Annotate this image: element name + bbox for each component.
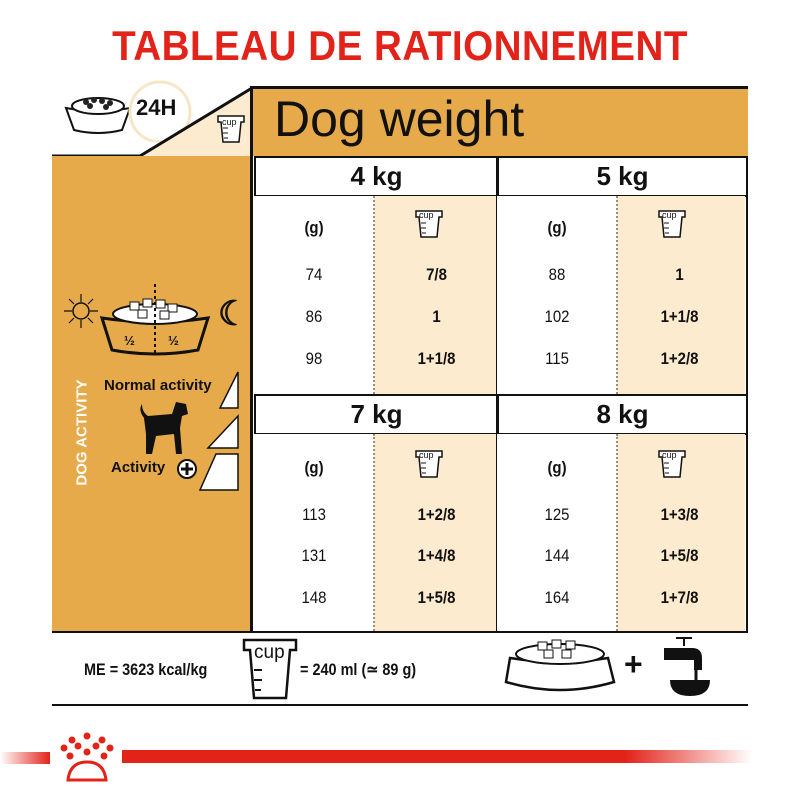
grams-value: 148 bbox=[301, 588, 327, 607]
cups-value: 7/8 bbox=[426, 265, 447, 284]
weight-label: 5 kg bbox=[596, 161, 649, 191]
brand-bar-left bbox=[0, 752, 50, 764]
weight-label: 4 kg bbox=[350, 161, 403, 191]
cups-value: 1+1/8 bbox=[660, 307, 699, 326]
normal-activity-label: Normal activity bbox=[104, 377, 212, 394]
food-bowl-icon bbox=[504, 639, 616, 692]
sidebar bbox=[52, 156, 252, 632]
clock-icon bbox=[128, 80, 192, 142]
cup-icon bbox=[414, 448, 444, 485]
grams-value: 164 bbox=[544, 588, 570, 607]
split-bowl-icon bbox=[99, 284, 211, 356]
activity-label: Activity bbox=[111, 459, 166, 476]
grams-value: 88 bbox=[548, 265, 566, 284]
cup-measure-icon bbox=[242, 638, 298, 700]
grams-value: 102 bbox=[544, 307, 570, 326]
grams-header: (g) bbox=[547, 218, 567, 237]
period-label: 24H bbox=[136, 95, 177, 120]
plus-sign: + bbox=[624, 646, 643, 682]
cups-value: 1+4/8 bbox=[417, 546, 456, 565]
cup-equivalence: = 240 ml (≃ 89 g) bbox=[300, 660, 417, 679]
grams-value: 86 bbox=[305, 307, 323, 326]
cups-value: 1 bbox=[432, 307, 441, 326]
dog-weight-header bbox=[252, 86, 748, 156]
grams-value: 144 bbox=[544, 546, 570, 565]
weight-label: 7 kg bbox=[350, 399, 403, 429]
grams-header: (g) bbox=[547, 458, 567, 477]
grams-header: (g) bbox=[304, 458, 324, 477]
grams-column bbox=[497, 196, 617, 394]
brand-bar bbox=[122, 750, 752, 763]
weight-header: 5 kg bbox=[497, 156, 748, 197]
cups-value: 1 bbox=[675, 265, 684, 284]
dog-activity-label: DOG ACTIVITY bbox=[73, 379, 91, 486]
grams-column bbox=[254, 434, 374, 631]
plus-circle-icon bbox=[177, 459, 197, 479]
grams-value: 115 bbox=[545, 349, 569, 368]
energy-label: ME = 3623 kcal/kg bbox=[84, 660, 208, 679]
cup-icon-label: cup bbox=[419, 450, 434, 460]
brand-crown-logo bbox=[60, 732, 114, 782]
dog-weight-title: Dog weight bbox=[274, 91, 525, 147]
cup-icon-label: cup bbox=[662, 210, 677, 220]
cup-icon bbox=[657, 208, 687, 245]
grams-value: 113 bbox=[302, 505, 326, 524]
grams-column bbox=[497, 434, 617, 631]
grams-value: 74 bbox=[305, 265, 323, 284]
cups-value: 1+3/8 bbox=[660, 505, 699, 524]
grams-value: 98 bbox=[305, 349, 323, 368]
cup-icon-label: cup bbox=[419, 210, 434, 220]
grams-column bbox=[254, 196, 374, 394]
weight-label: 8 kg bbox=[596, 399, 649, 429]
grams-value: 131 bbox=[301, 546, 327, 565]
cups-value: 1+7/8 bbox=[660, 588, 699, 607]
weight-header: 8 kg bbox=[497, 394, 748, 435]
cup-icon bbox=[657, 448, 687, 485]
water-tap-icon bbox=[664, 637, 710, 696]
half-right: ½ bbox=[168, 333, 179, 348]
half-left: ½ bbox=[124, 333, 135, 348]
weight-header: 7 kg bbox=[254, 394, 499, 435]
cup-icon-label: cup bbox=[662, 450, 677, 460]
cups-value: 1+2/8 bbox=[660, 349, 699, 368]
activity-level-scale bbox=[198, 371, 239, 491]
cup-measure-label: cup bbox=[254, 642, 285, 663]
dog-silhouette-icon bbox=[140, 402, 188, 454]
cup-icon bbox=[217, 115, 245, 143]
food-bowl-icon bbox=[64, 97, 132, 134]
cup-icon bbox=[414, 208, 444, 245]
cup-icon-label: cup bbox=[222, 117, 237, 127]
grams-value: 125 bbox=[544, 505, 570, 524]
cups-value: 1+5/8 bbox=[417, 588, 456, 607]
cups-value: 1+1/8 bbox=[417, 349, 456, 368]
weight-header: 4 kg bbox=[254, 156, 499, 197]
page-title: TABLEAU DE RATIONNEMENT bbox=[112, 22, 688, 69]
cups-value: 1+5/8 bbox=[660, 546, 699, 565]
moon-icon: ☾ bbox=[218, 295, 249, 333]
cups-value: 1+2/8 bbox=[417, 505, 456, 524]
grams-header: (g) bbox=[304, 218, 324, 237]
sun-icon bbox=[64, 294, 98, 328]
